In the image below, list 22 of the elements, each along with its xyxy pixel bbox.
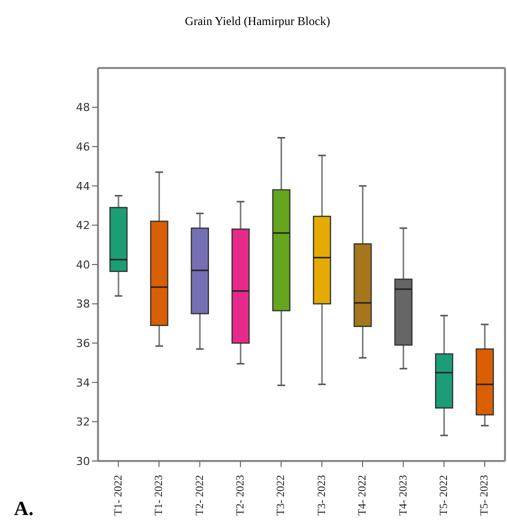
y-tick-label: 32 — [76, 416, 90, 429]
y-tick-label: 40 — [76, 258, 90, 272]
x-tick-label: T4- 2023 — [397, 474, 410, 516]
x-tick-label: T1- 2022 — [112, 475, 124, 516]
x-tick-label: T1- 2023 — [153, 474, 166, 516]
x-tick-label: T5- 2022 — [438, 475, 450, 516]
y-tick-label: 48 — [76, 101, 90, 114]
chart-title: Grain Yield (Hamirpur Block) — [184, 14, 332, 29]
text: A. — [14, 498, 34, 521]
y-tick-label: 34 — [76, 376, 90, 390]
x-tick-label: T3- 2022 — [275, 475, 288, 516]
x-tick-label: T2- 2023 — [234, 474, 246, 516]
x-tick-label: T4- 2022 — [356, 475, 369, 516]
x-tick-label: T2- 2022 — [194, 475, 206, 516]
y-tick-label: 30 — [76, 454, 90, 468]
y-tick-label: 38 — [76, 298, 90, 311]
y-tick-label: 36 — [76, 337, 90, 350]
y-tick-label: 44 — [76, 180, 90, 193]
x-tick-label: T5- 2023 — [478, 474, 491, 516]
y-tick-label: 42 — [76, 219, 90, 232]
y-tick-label: 46 — [76, 140, 90, 154]
x-tick-label: T3- 2023 — [316, 474, 328, 516]
